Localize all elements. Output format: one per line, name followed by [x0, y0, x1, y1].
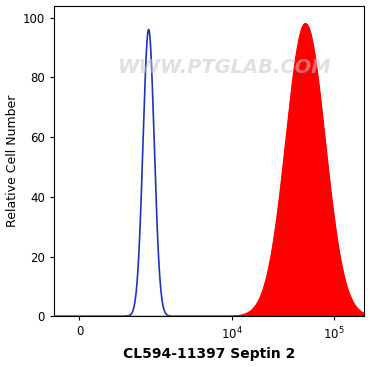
Text: WWW.PTGLAB.COM: WWW.PTGLAB.COM — [118, 58, 332, 77]
X-axis label: CL594-11397 Septin 2: CL594-11397 Septin 2 — [123, 348, 295, 361]
Y-axis label: Relative Cell Number: Relative Cell Number — [6, 95, 18, 227]
